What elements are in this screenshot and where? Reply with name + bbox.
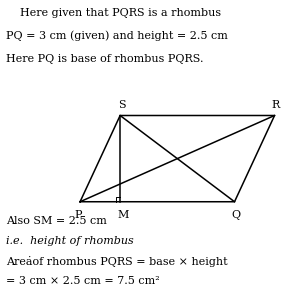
Text: Q: Q bbox=[231, 210, 241, 220]
Text: = 3 cm × 2.5 cm = 7.5 cm²: = 3 cm × 2.5 cm = 7.5 cm² bbox=[6, 276, 160, 286]
Text: S: S bbox=[118, 100, 125, 110]
Text: Also SM = 2.5 cm: Also SM = 2.5 cm bbox=[6, 216, 107, 225]
Text: Areȧof rhombus PQRS = base × height: Areȧof rhombus PQRS = base × height bbox=[6, 256, 227, 267]
Text: i.e.  height of rhombus: i.e. height of rhombus bbox=[6, 236, 134, 245]
Text: M: M bbox=[117, 210, 129, 220]
Text: P: P bbox=[75, 210, 82, 220]
Text: Here given that PQRS is a rhombus: Here given that PQRS is a rhombus bbox=[6, 8, 221, 18]
Text: PQ = 3 cm (given) and height = 2.5 cm: PQ = 3 cm (given) and height = 2.5 cm bbox=[6, 31, 228, 41]
Text: Here PQ is base of rhombus PQRS.: Here PQ is base of rhombus PQRS. bbox=[6, 54, 203, 64]
Text: R: R bbox=[272, 100, 280, 110]
